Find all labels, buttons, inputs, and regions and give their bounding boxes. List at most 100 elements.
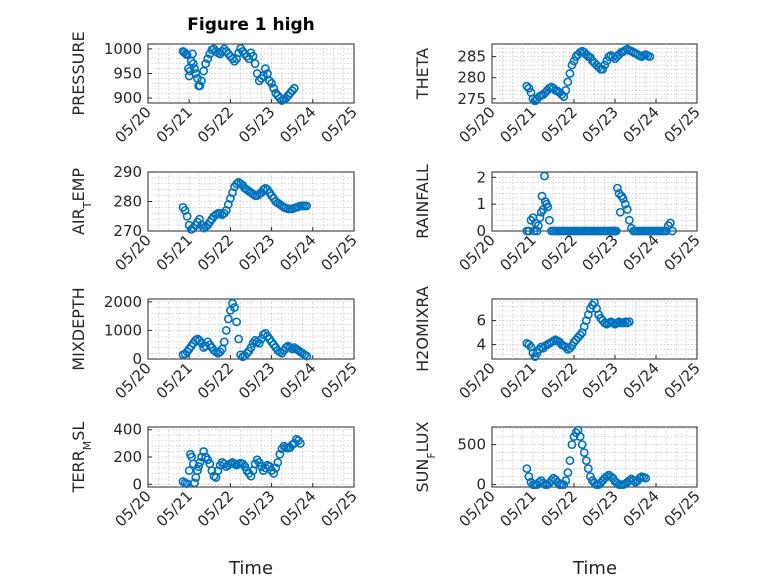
data-point bbox=[529, 226, 539, 236]
x-tick-label: 05/25 bbox=[318, 103, 361, 146]
x-tick-label: 05/21 bbox=[153, 103, 196, 146]
x-tick-label: 05/21 bbox=[153, 231, 196, 274]
x-tick-label: 05/25 bbox=[318, 231, 361, 274]
subplot-rainfall: 05/2005/2105/2205/2305/2405/25012RAINFAL… bbox=[413, 164, 704, 274]
x-tick-label: 05/21 bbox=[497, 359, 540, 402]
x-tick-label: 05/21 bbox=[497, 103, 540, 146]
data-point bbox=[201, 59, 211, 69]
data-point bbox=[524, 340, 534, 349]
data-point bbox=[583, 464, 593, 473]
data-point bbox=[579, 448, 589, 457]
x-tick-label: 05/25 bbox=[318, 359, 361, 402]
data-point bbox=[522, 81, 532, 91]
data-point bbox=[207, 466, 217, 476]
x-tick-label: 05/22 bbox=[538, 487, 581, 530]
x-tick-label: 05/25 bbox=[661, 359, 704, 402]
x-tick-label: 05/24 bbox=[276, 231, 319, 274]
y-tick-label: 270 bbox=[113, 222, 142, 240]
data-point bbox=[613, 183, 622, 193]
y-axis-label: AIRTEMP bbox=[69, 168, 94, 235]
data-point bbox=[269, 468, 279, 478]
data-point bbox=[195, 458, 205, 467]
x-tick-label: 05/22 bbox=[538, 103, 581, 146]
data-point bbox=[223, 314, 233, 324]
data-point bbox=[611, 226, 621, 236]
data-point bbox=[569, 56, 579, 66]
data-point bbox=[190, 64, 199, 73]
x-tick-label: 05/22 bbox=[538, 359, 581, 402]
y-tick-label: 500 bbox=[457, 436, 486, 454]
data-point bbox=[540, 171, 549, 181]
data-point bbox=[193, 466, 202, 476]
data-point bbox=[250, 59, 260, 69]
x-tick-label: 05/22 bbox=[194, 231, 237, 274]
data-point bbox=[188, 49, 197, 59]
data-point bbox=[524, 83, 534, 93]
y-tick-label: 950 bbox=[113, 65, 142, 83]
data-point bbox=[581, 456, 591, 465]
data-point bbox=[289, 83, 299, 93]
data-point bbox=[661, 226, 671, 236]
data-point bbox=[561, 85, 571, 95]
data-point bbox=[191, 69, 201, 78]
data-point bbox=[624, 317, 634, 327]
data-point bbox=[267, 78, 276, 88]
data-point bbox=[271, 463, 281, 473]
x-tick-label: 05/25 bbox=[661, 231, 704, 274]
y-tick-label: 6 bbox=[476, 312, 486, 330]
y-tick-label: 0 bbox=[132, 350, 142, 368]
x-tick-label: 05/20 bbox=[112, 487, 155, 530]
x-tick-label: 05/20 bbox=[456, 103, 499, 146]
x-tick-label: 05/24 bbox=[276, 487, 319, 530]
y-axis-label: TERRMSL bbox=[69, 422, 94, 494]
data-point bbox=[534, 344, 544, 354]
data-point bbox=[618, 194, 628, 204]
data-point bbox=[190, 478, 199, 488]
y-axis-label: PRESSURE bbox=[69, 31, 88, 115]
x-tick-label: 05/22 bbox=[194, 103, 237, 146]
y-axis-label: SUNFLUX bbox=[413, 421, 438, 492]
x-tick-label: 05/23 bbox=[579, 359, 622, 402]
data-point bbox=[602, 56, 612, 66]
data-point bbox=[232, 317, 241, 327]
plot-area bbox=[147, 298, 355, 360]
y-tick-label: 280 bbox=[113, 193, 142, 211]
data-point bbox=[265, 76, 274, 86]
data-point bbox=[228, 298, 237, 308]
data-point bbox=[565, 69, 575, 78]
data-point bbox=[575, 432, 585, 441]
data-point bbox=[182, 211, 192, 221]
data-point bbox=[228, 54, 237, 64]
x-tick-label: 05/23 bbox=[579, 103, 622, 146]
y-tick-label: 900 bbox=[113, 89, 142, 107]
x-tick-label: 05/23 bbox=[235, 103, 278, 146]
data-point bbox=[561, 476, 571, 485]
data-point bbox=[182, 50, 192, 60]
data-point bbox=[668, 226, 677, 236]
data-point bbox=[538, 478, 548, 488]
data-point bbox=[273, 458, 283, 467]
x-tick-label: 05/23 bbox=[235, 359, 278, 402]
y-axis-label: THETA bbox=[413, 48, 432, 100]
data-point bbox=[665, 218, 675, 228]
data-point bbox=[563, 468, 573, 477]
data-point bbox=[234, 48, 244, 58]
y-tick-label: 200 bbox=[113, 448, 142, 466]
x-axis-label-right: Time bbox=[572, 558, 617, 579]
x-tick-label: 05/24 bbox=[620, 359, 663, 402]
x-tick-label: 05/21 bbox=[153, 487, 196, 530]
x-tick-label: 05/24 bbox=[276, 103, 319, 146]
data-point bbox=[211, 210, 221, 220]
data-point bbox=[620, 199, 630, 209]
data-point bbox=[577, 440, 587, 449]
data-point bbox=[524, 472, 534, 481]
subplot-grid: 05/2005/2105/2205/2305/2405/259009501000… bbox=[69, 31, 704, 530]
subplot-mixdepth: 05/2005/2105/2205/2305/2405/25010002000M… bbox=[69, 287, 361, 402]
data-point bbox=[269, 83, 279, 93]
data-point bbox=[188, 59, 198, 69]
data-point bbox=[246, 343, 256, 352]
x-tick-label: 05/23 bbox=[579, 487, 622, 530]
x-tick-label: 05/21 bbox=[497, 231, 540, 274]
data-point bbox=[524, 226, 534, 236]
